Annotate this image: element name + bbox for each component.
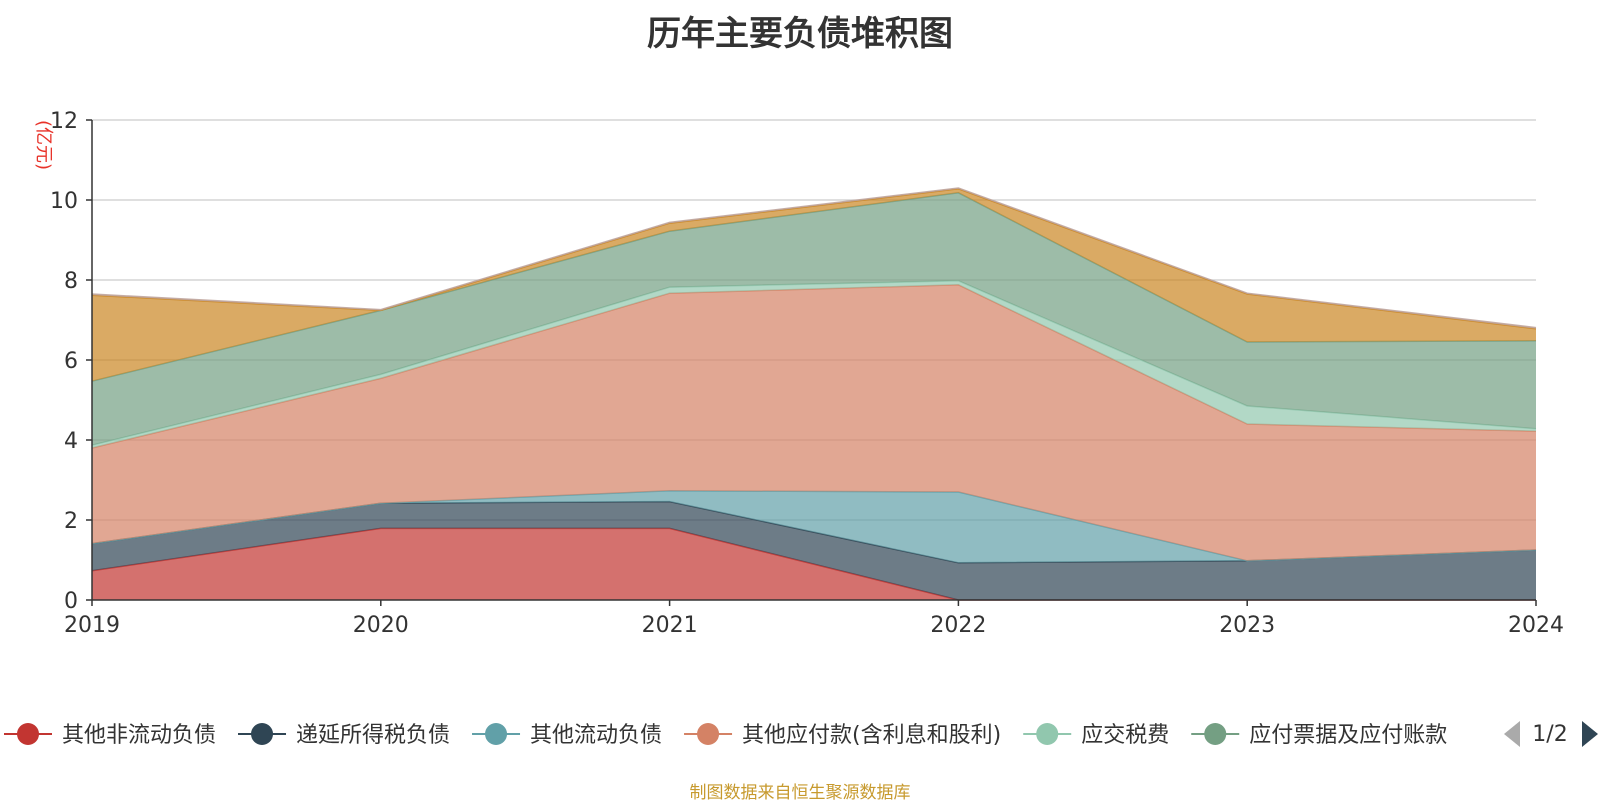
chart-title: 历年主要负债堆积图	[647, 14, 953, 54]
x-tick-label: 2022	[930, 613, 986, 638]
legend-next-page-icon[interactable]	[1582, 721, 1598, 747]
x-tick-label: 2021	[642, 613, 698, 638]
legend-pager: 1/2	[1504, 721, 1598, 747]
legend-circle-icon	[1204, 723, 1227, 745]
legend-circle-icon	[17, 723, 39, 745]
x-axis-ticks: 2019 2020 2021 2022 2023 2024	[64, 600, 1564, 638]
legend-circle-icon	[485, 723, 508, 745]
legend-prev-page-icon[interactable]	[1504, 721, 1520, 747]
area-series-3	[92, 490, 1536, 563]
y-tick-label: 6	[64, 349, 78, 374]
y-tick-label: 12	[50, 109, 78, 134]
x-tick-label: 2024	[1508, 613, 1564, 638]
legend-label: 其他流动负债	[530, 723, 662, 748]
legend-circle-icon	[697, 723, 720, 745]
legend-item-1[interactable]: 其他非流动负债	[4, 723, 216, 748]
area-series	[91, 187, 1537, 601]
y-tick-label: 8	[64, 269, 78, 294]
y-axis-unit-label: (亿元)	[33, 120, 54, 170]
area-series-8-line	[91, 187, 1537, 329]
legend-label: 其他非流动负债	[62, 723, 216, 748]
y-tick-label: 0	[64, 589, 78, 614]
legend-item-5[interactable]: 应交税费	[1023, 723, 1169, 748]
legend-label: 应交税费	[1081, 723, 1169, 748]
area-series-2	[92, 501, 1536, 600]
data-source-note: 制图数据来自恒生聚源数据库	[689, 783, 911, 803]
y-axis-ticks: 0 2 4 6 8 10 12	[50, 109, 92, 614]
legend-circle-icon	[251, 723, 274, 745]
area-series-4	[92, 284, 1536, 561]
area-series-6	[92, 192, 1536, 446]
legend-item-3[interactable]: 其他流动负债	[472, 723, 662, 748]
y-tick-label: 4	[64, 429, 78, 454]
y-tick-label: 10	[50, 189, 78, 214]
legend-label: 递延所得税负债	[296, 723, 450, 748]
x-tick-label: 2019	[64, 613, 120, 638]
y-tick-label: 2	[64, 509, 78, 534]
legend-item-2[interactable]: 递延所得税负债	[238, 723, 450, 748]
legend-page-indicator: 1/2	[1532, 722, 1567, 747]
x-tick-label: 2023	[1219, 613, 1275, 638]
legend-item-6[interactable]: 应付票据及应付账款	[1191, 723, 1447, 748]
legend-item-4[interactable]: 其他应付款(含利息和股利)	[684, 723, 1001, 748]
legend-circle-icon	[1036, 723, 1059, 745]
legend-label: 其他应付款(含利息和股利)	[742, 723, 1001, 748]
legend-label: 应付票据及应付账款	[1249, 723, 1447, 748]
x-tick-label: 2020	[353, 613, 409, 638]
legend: 其他非流动负债 递延所得税负债 其他流动负债 其他应付款(含利息和股利) 应交税费 应付票…	[4, 723, 1447, 748]
